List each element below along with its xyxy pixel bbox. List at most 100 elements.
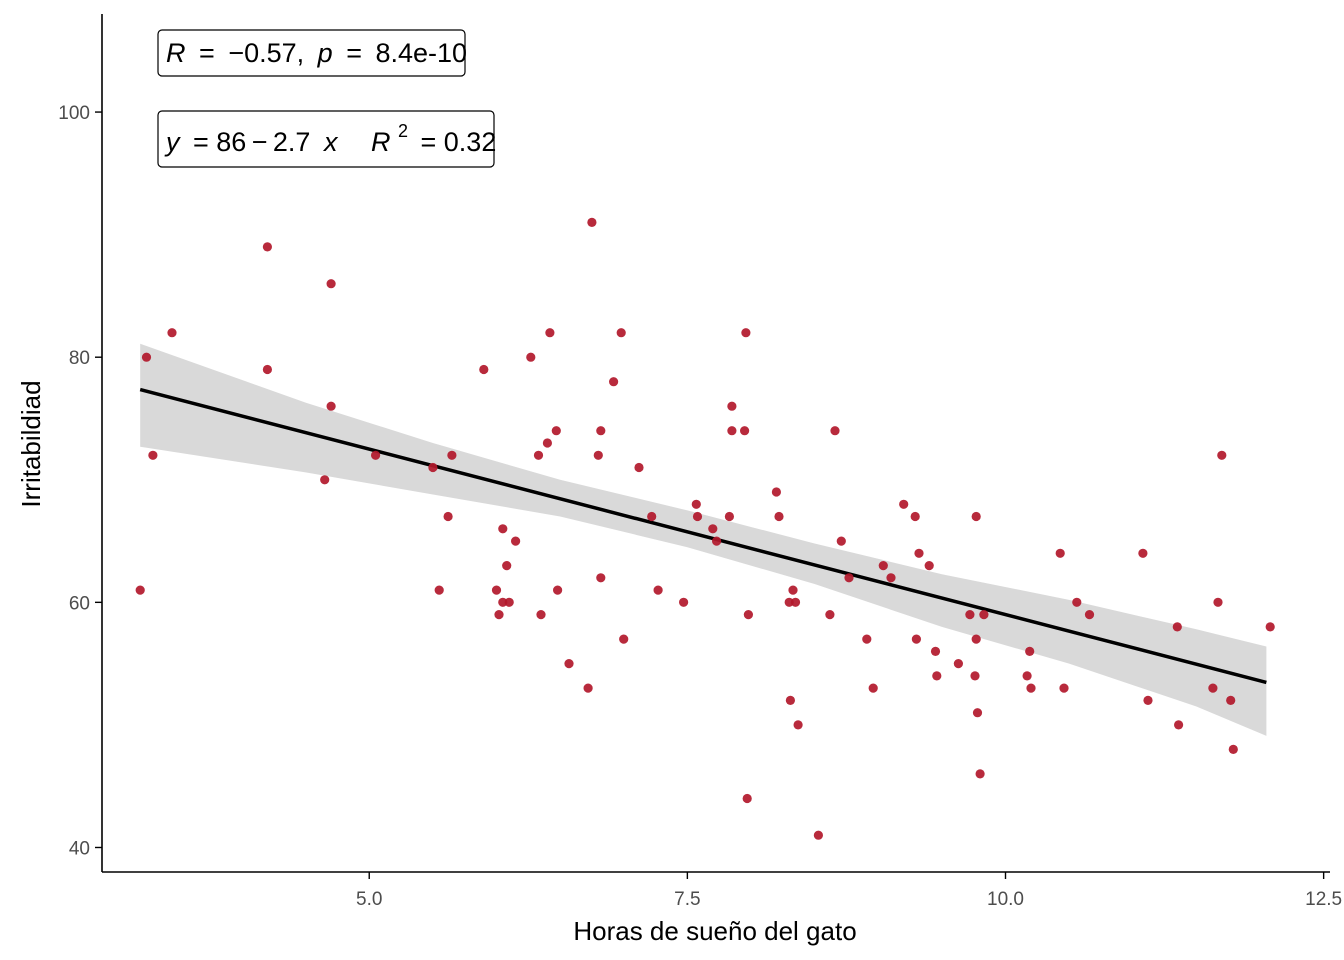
- data-point: [494, 610, 504, 620]
- data-point: [1213, 597, 1223, 607]
- r2-exponent: 2: [398, 121, 408, 141]
- data-point: [262, 364, 272, 375]
- data-point: [1084, 610, 1095, 620]
- regression-box: [157, 110, 495, 168]
- data-point: [135, 585, 145, 595]
- y-tick-label: 60: [69, 593, 90, 614]
- data-point: [634, 462, 644, 473]
- data-point: [542, 438, 553, 448]
- r2-value: = 0.32: [421, 127, 497, 157]
- data-points: [135, 217, 1275, 840]
- data-point: [771, 487, 782, 497]
- data-point: [712, 536, 722, 546]
- data-point: [970, 671, 980, 681]
- data-point: [141, 352, 152, 362]
- data-point: [953, 659, 964, 669]
- data-point: [727, 426, 737, 436]
- data-point: [326, 279, 336, 289]
- regression-annotation: y = 86 − 2.7 x R 2 = 0.32: [157, 110, 496, 168]
- x-tick-label: 10.0: [987, 889, 1024, 910]
- regression-text: y = 86 − 2.7 x R 2 = 0.32: [164, 113, 496, 157]
- data-point: [616, 328, 626, 338]
- data-point: [914, 548, 924, 558]
- p-value: 8.4e-10: [376, 38, 468, 68]
- data-point: [587, 217, 597, 227]
- x-tick-label: 5.0: [356, 889, 382, 910]
- data-point: [583, 683, 593, 693]
- data-point: [784, 597, 794, 607]
- data-point: [619, 634, 629, 644]
- data-point: [1208, 683, 1218, 693]
- data-point: [1026, 683, 1036, 693]
- data-point: [679, 597, 689, 607]
- r2-symbol: R: [371, 127, 391, 157]
- data-point: [774, 511, 784, 522]
- correlation-box: [157, 29, 466, 77]
- p-eq-sign: =: [346, 38, 362, 68]
- data-point: [1174, 720, 1184, 730]
- data-point: [844, 573, 854, 583]
- x-axis-title: Horas de sueño del gato: [573, 916, 856, 946]
- data-point: [551, 426, 561, 436]
- data-point: [262, 242, 272, 252]
- data-point: [692, 511, 703, 522]
- data-point: [504, 597, 514, 607]
- data-point: [326, 401, 336, 411]
- x-tick-label: 12.5: [1305, 889, 1342, 910]
- data-point: [785, 695, 796, 706]
- y-tick-label: 80: [69, 348, 90, 369]
- data-point: [1226, 695, 1236, 706]
- data-point: [502, 561, 512, 571]
- data-point: [979, 610, 989, 620]
- data-point: [825, 610, 835, 620]
- data-point: [428, 462, 438, 473]
- data-point: [371, 450, 381, 460]
- correlation-text: R = −0.57, p = 8.4e-10: [166, 38, 467, 68]
- data-point: [545, 328, 555, 338]
- data-point: [1138, 548, 1148, 558]
- data-point: [708, 524, 718, 534]
- confidence-band: [140, 343, 1267, 736]
- data-point: [510, 536, 521, 546]
- data-point: [727, 401, 737, 411]
- data-point: [148, 450, 158, 460]
- data-point: [932, 671, 942, 681]
- data-point: [972, 708, 983, 718]
- data-point: [836, 536, 846, 546]
- data-point: [1143, 695, 1153, 706]
- r-symbol: R: [166, 38, 186, 68]
- data-point: [593, 450, 603, 460]
- data-point: [536, 610, 546, 620]
- data-point: [526, 352, 536, 362]
- data-point: [743, 610, 754, 620]
- y-tick-label: 40: [69, 838, 90, 859]
- data-point: [862, 634, 872, 644]
- data-point: [596, 426, 606, 436]
- data-point: [1172, 622, 1182, 632]
- data-point: [1025, 646, 1035, 657]
- data-point: [971, 634, 981, 644]
- data-point: [899, 499, 909, 509]
- data-point: [491, 585, 502, 595]
- data-point: [1072, 597, 1082, 607]
- data-point: [971, 511, 981, 522]
- data-point: [813, 830, 824, 840]
- data-point: [924, 561, 934, 571]
- data-point: [878, 561, 888, 571]
- regression-line: [139, 387, 1267, 685]
- data-point: [1055, 548, 1065, 558]
- y-axis-ticks: 40 60 80 100: [58, 103, 102, 859]
- data-point: [564, 659, 574, 669]
- data-point: [553, 585, 563, 595]
- data-point: [830, 426, 840, 436]
- r-eq-sign: =: [199, 38, 215, 68]
- data-point: [886, 573, 896, 583]
- y-axis-title: Irritabildiad: [16, 380, 46, 507]
- data-point: [742, 793, 752, 804]
- data-point: [498, 524, 508, 534]
- data-point: [443, 511, 453, 522]
- data-point: [790, 597, 801, 607]
- data-point: [1228, 744, 1238, 755]
- data-point: [479, 364, 489, 375]
